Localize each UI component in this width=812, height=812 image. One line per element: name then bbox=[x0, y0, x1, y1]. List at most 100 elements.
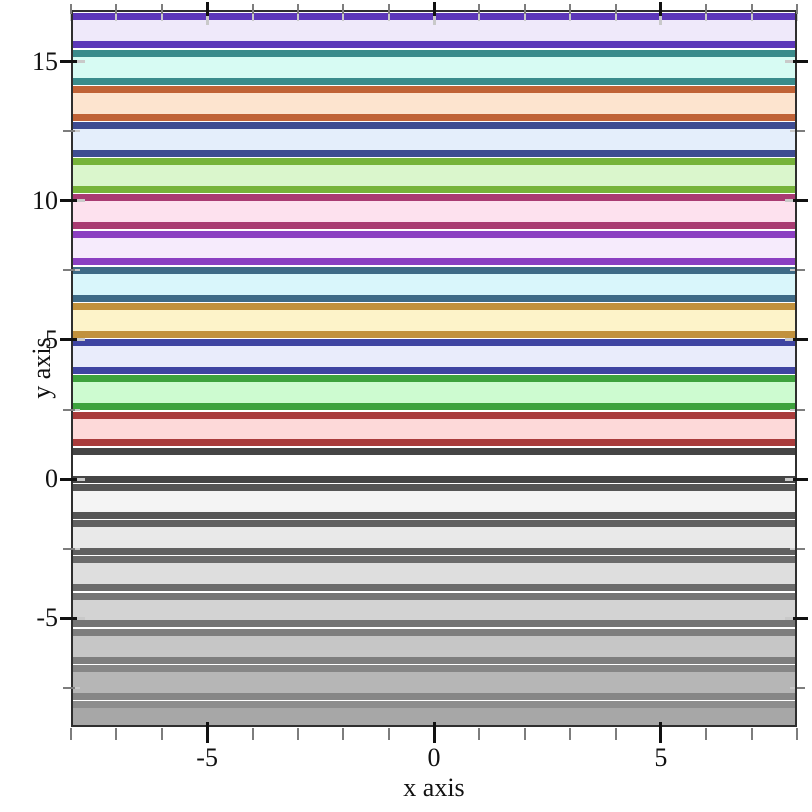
x-minor-tick bbox=[296, 728, 299, 740]
y-minor-tick-right bbox=[797, 269, 805, 272]
y-major-tick-inner bbox=[77, 338, 85, 342]
y-tick-label: 5 bbox=[45, 324, 58, 354]
x-minor-tick bbox=[796, 728, 798, 740]
x-minor-tick bbox=[115, 728, 118, 740]
interval-band-top-line bbox=[71, 339, 797, 347]
interval-band-bottom-line bbox=[71, 475, 797, 483]
interval-band-bottom-line bbox=[71, 149, 797, 157]
x-minor-tick-top-inner bbox=[160, 14, 163, 21]
interval-band-bottom-line bbox=[71, 403, 797, 411]
interval-band-bottom-line bbox=[71, 439, 797, 447]
y-minor-tick bbox=[63, 408, 75, 411]
x-tick-label: -5 bbox=[196, 743, 218, 772]
x-minor-tick-top bbox=[569, 4, 572, 14]
interval-band-fill bbox=[71, 125, 797, 154]
x-minor-tick bbox=[705, 728, 708, 740]
x-minor-tick-top bbox=[342, 4, 345, 14]
x-minor-tick-top-inner bbox=[342, 14, 345, 21]
interval-band-bottom-line bbox=[71, 258, 797, 266]
x-major-tick bbox=[205, 722, 209, 743]
interval-band-top-line bbox=[71, 230, 797, 238]
x-minor-tick bbox=[160, 728, 163, 740]
x-major-tick bbox=[659, 722, 663, 743]
x-minor-tick-top-inner bbox=[70, 14, 72, 21]
x-minor-tick-top-inner bbox=[750, 14, 753, 21]
x-major-tick-top-inner bbox=[432, 16, 436, 25]
x-minor-tick-top-inner bbox=[387, 14, 390, 21]
x-minor-tick bbox=[569, 728, 572, 740]
interval-band-fill bbox=[71, 668, 797, 697]
interval-band-top-line bbox=[71, 411, 797, 419]
interval-band-bottom-line bbox=[71, 222, 797, 230]
x-minor-tick-top bbox=[614, 4, 617, 14]
interval-band-bottom-line bbox=[71, 620, 797, 628]
interval-band-bottom-line bbox=[71, 77, 797, 85]
interval-band-fill bbox=[71, 378, 797, 407]
interval-band-top-line bbox=[71, 158, 797, 166]
interval-band-bottom-line bbox=[71, 294, 797, 302]
y-minor-tick-inner bbox=[75, 130, 80, 133]
x-minor-tick-top-inner bbox=[705, 14, 708, 21]
interval-band-fill bbox=[71, 89, 797, 118]
x-minor-tick-top bbox=[750, 4, 753, 14]
x-minor-tick-top bbox=[523, 4, 526, 14]
interval-band-fill bbox=[71, 306, 797, 335]
y-major-tick-inner bbox=[77, 477, 85, 481]
interval-band-bottom-line bbox=[71, 692, 797, 700]
interval-band-fill bbox=[71, 704, 797, 727]
x-minor-tick bbox=[614, 728, 617, 740]
interval-band-bottom-line bbox=[71, 41, 797, 49]
y-minor-tick bbox=[63, 687, 75, 690]
interval-band-fill bbox=[71, 161, 797, 190]
interval-band-bottom-line bbox=[71, 656, 797, 664]
x-minor-tick bbox=[478, 728, 481, 740]
y-minor-tick-right-inner bbox=[790, 130, 797, 133]
interval-band-fill bbox=[71, 559, 797, 588]
y-major-tick-right bbox=[793, 60, 808, 63]
x-minor-tick bbox=[750, 728, 753, 740]
y-major-tick-inner bbox=[77, 60, 85, 63]
interval-band-top-line bbox=[71, 520, 797, 528]
interval-band-top-line bbox=[71, 122, 797, 130]
y-major-tick-right-inner bbox=[785, 338, 793, 342]
interval-band-fill bbox=[71, 596, 797, 624]
y-minor-tick-inner bbox=[75, 408, 80, 411]
x-minor-tick-top bbox=[115, 4, 118, 14]
y-major-tick-right bbox=[793, 338, 808, 342]
y-tick-label: -5 bbox=[36, 603, 58, 633]
x-tick-label: 0 bbox=[427, 743, 441, 772]
x-minor-tick-top bbox=[387, 4, 390, 14]
y-minor-tick-right-inner bbox=[790, 547, 797, 550]
y-tick-label: 0 bbox=[45, 464, 58, 494]
interval-band-bottom-line bbox=[71, 511, 797, 519]
x-minor-tick-top-inner bbox=[569, 14, 572, 21]
x-minor-tick-top-inner bbox=[296, 14, 299, 21]
interval-band-top-line bbox=[71, 303, 797, 311]
x-major-tick-top bbox=[205, 2, 209, 16]
interval-band-fill bbox=[71, 342, 797, 371]
interval-band-top-line bbox=[71, 592, 797, 600]
y-axis-title: y axis bbox=[27, 337, 56, 399]
y-major-tick bbox=[60, 60, 77, 63]
y-major-tick bbox=[60, 616, 77, 620]
x-minor-tick-top bbox=[251, 4, 254, 14]
x-minor-tick-top-inner bbox=[614, 14, 617, 21]
x-major-tick-top-inner bbox=[205, 16, 209, 25]
interval-band-top-line bbox=[71, 665, 797, 673]
plot-area bbox=[71, 10, 797, 727]
interval-band-bottom-line bbox=[71, 330, 797, 338]
y-tick-label: 15 bbox=[32, 46, 58, 76]
y-minor-tick bbox=[63, 547, 75, 550]
y-minor-tick-inner bbox=[75, 547, 80, 550]
interval-band-top-line bbox=[71, 628, 797, 636]
y-major-tick-right bbox=[793, 477, 808, 481]
y-major-tick bbox=[60, 477, 77, 481]
y-major-tick-right bbox=[793, 616, 808, 620]
x-minor-tick-top bbox=[160, 4, 163, 14]
y-minor-tick-right-inner bbox=[790, 269, 797, 272]
y-minor-tick-inner bbox=[75, 687, 80, 690]
y-major-tick-right-inner bbox=[785, 199, 793, 203]
y-major-tick-right bbox=[793, 199, 808, 203]
x-minor-tick bbox=[523, 728, 526, 740]
